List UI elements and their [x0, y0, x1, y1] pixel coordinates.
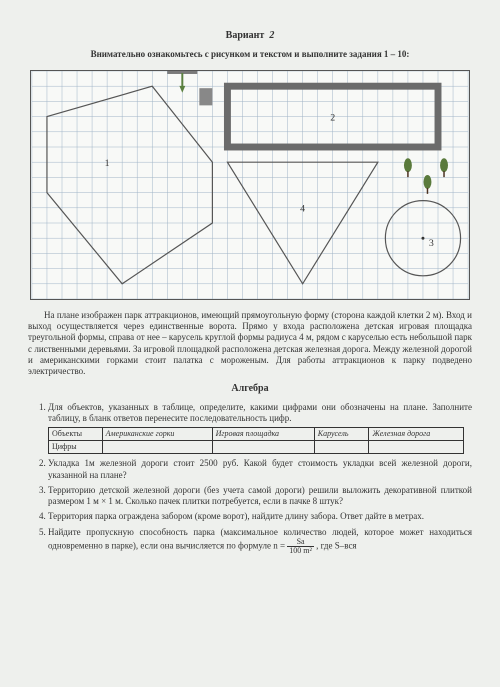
plan-svg: 2 1 4 3 2 м — [30, 70, 470, 300]
formula-fraction: Sa 100 m² — [287, 538, 314, 555]
answer-cell[interactable] — [212, 441, 314, 454]
task-2: Укладка 1м железной дороги стоит 2500 ру… — [48, 458, 472, 481]
algebra-heading: Алгебра — [28, 383, 472, 396]
answer-cell[interactable] — [102, 441, 212, 454]
fraction-bottom: 100 m² — [287, 547, 314, 555]
row-header: Объекты — [49, 428, 103, 441]
svg-text:1: 1 — [105, 158, 110, 169]
variant-title: Вариант 2 — [28, 30, 472, 43]
task-1: Для объектов, указанных в таблице, опред… — [48, 402, 472, 455]
task-3: Территорию детской железной дороги (без … — [48, 485, 472, 508]
variant-label: Вариант — [226, 30, 265, 41]
table-row: Объекты Американские горки Игровая площа… — [49, 428, 464, 441]
description: На плане изображен парк аттракционов, им… — [28, 310, 472, 378]
task-4: Территория парка ограждена забором (кром… — [48, 511, 472, 522]
svg-text:2 м: 2 м — [35, 299, 45, 300]
answer-cell[interactable] — [369, 441, 463, 454]
col-header: Железная дорога — [369, 428, 463, 441]
table-row: Цифры — [49, 441, 464, 454]
svg-text:4: 4 — [300, 204, 305, 215]
task-1-text: Для объектов, указанных в таблице, опред… — [48, 402, 472, 423]
col-header: Карусель — [314, 428, 369, 441]
objects-table: Объекты Американские горки Игровая площа… — [48, 427, 464, 454]
answer-cell[interactable] — [314, 441, 369, 454]
col-header: Американские горки — [102, 428, 212, 441]
svg-text:2: 2 — [330, 112, 335, 123]
task-list: Для объектов, указанных в таблице, опред… — [28, 402, 472, 555]
variant-number: 2 — [269, 30, 274, 41]
task-5: Найдите пропускную способность парка (ма… — [48, 527, 472, 555]
instruction: Внимательно ознакомьтесь с рисунком и те… — [28, 49, 472, 60]
svg-text:3: 3 — [429, 238, 434, 249]
plan-figure: 2 1 4 3 2 м — [28, 70, 472, 300]
task-5-post: , где S–вся — [316, 540, 356, 550]
col-header: Игровая площадка — [212, 428, 314, 441]
row-header: Цифры — [49, 441, 103, 454]
task-5-pre: Найдите пропускную способность парка (ма… — [48, 527, 472, 551]
